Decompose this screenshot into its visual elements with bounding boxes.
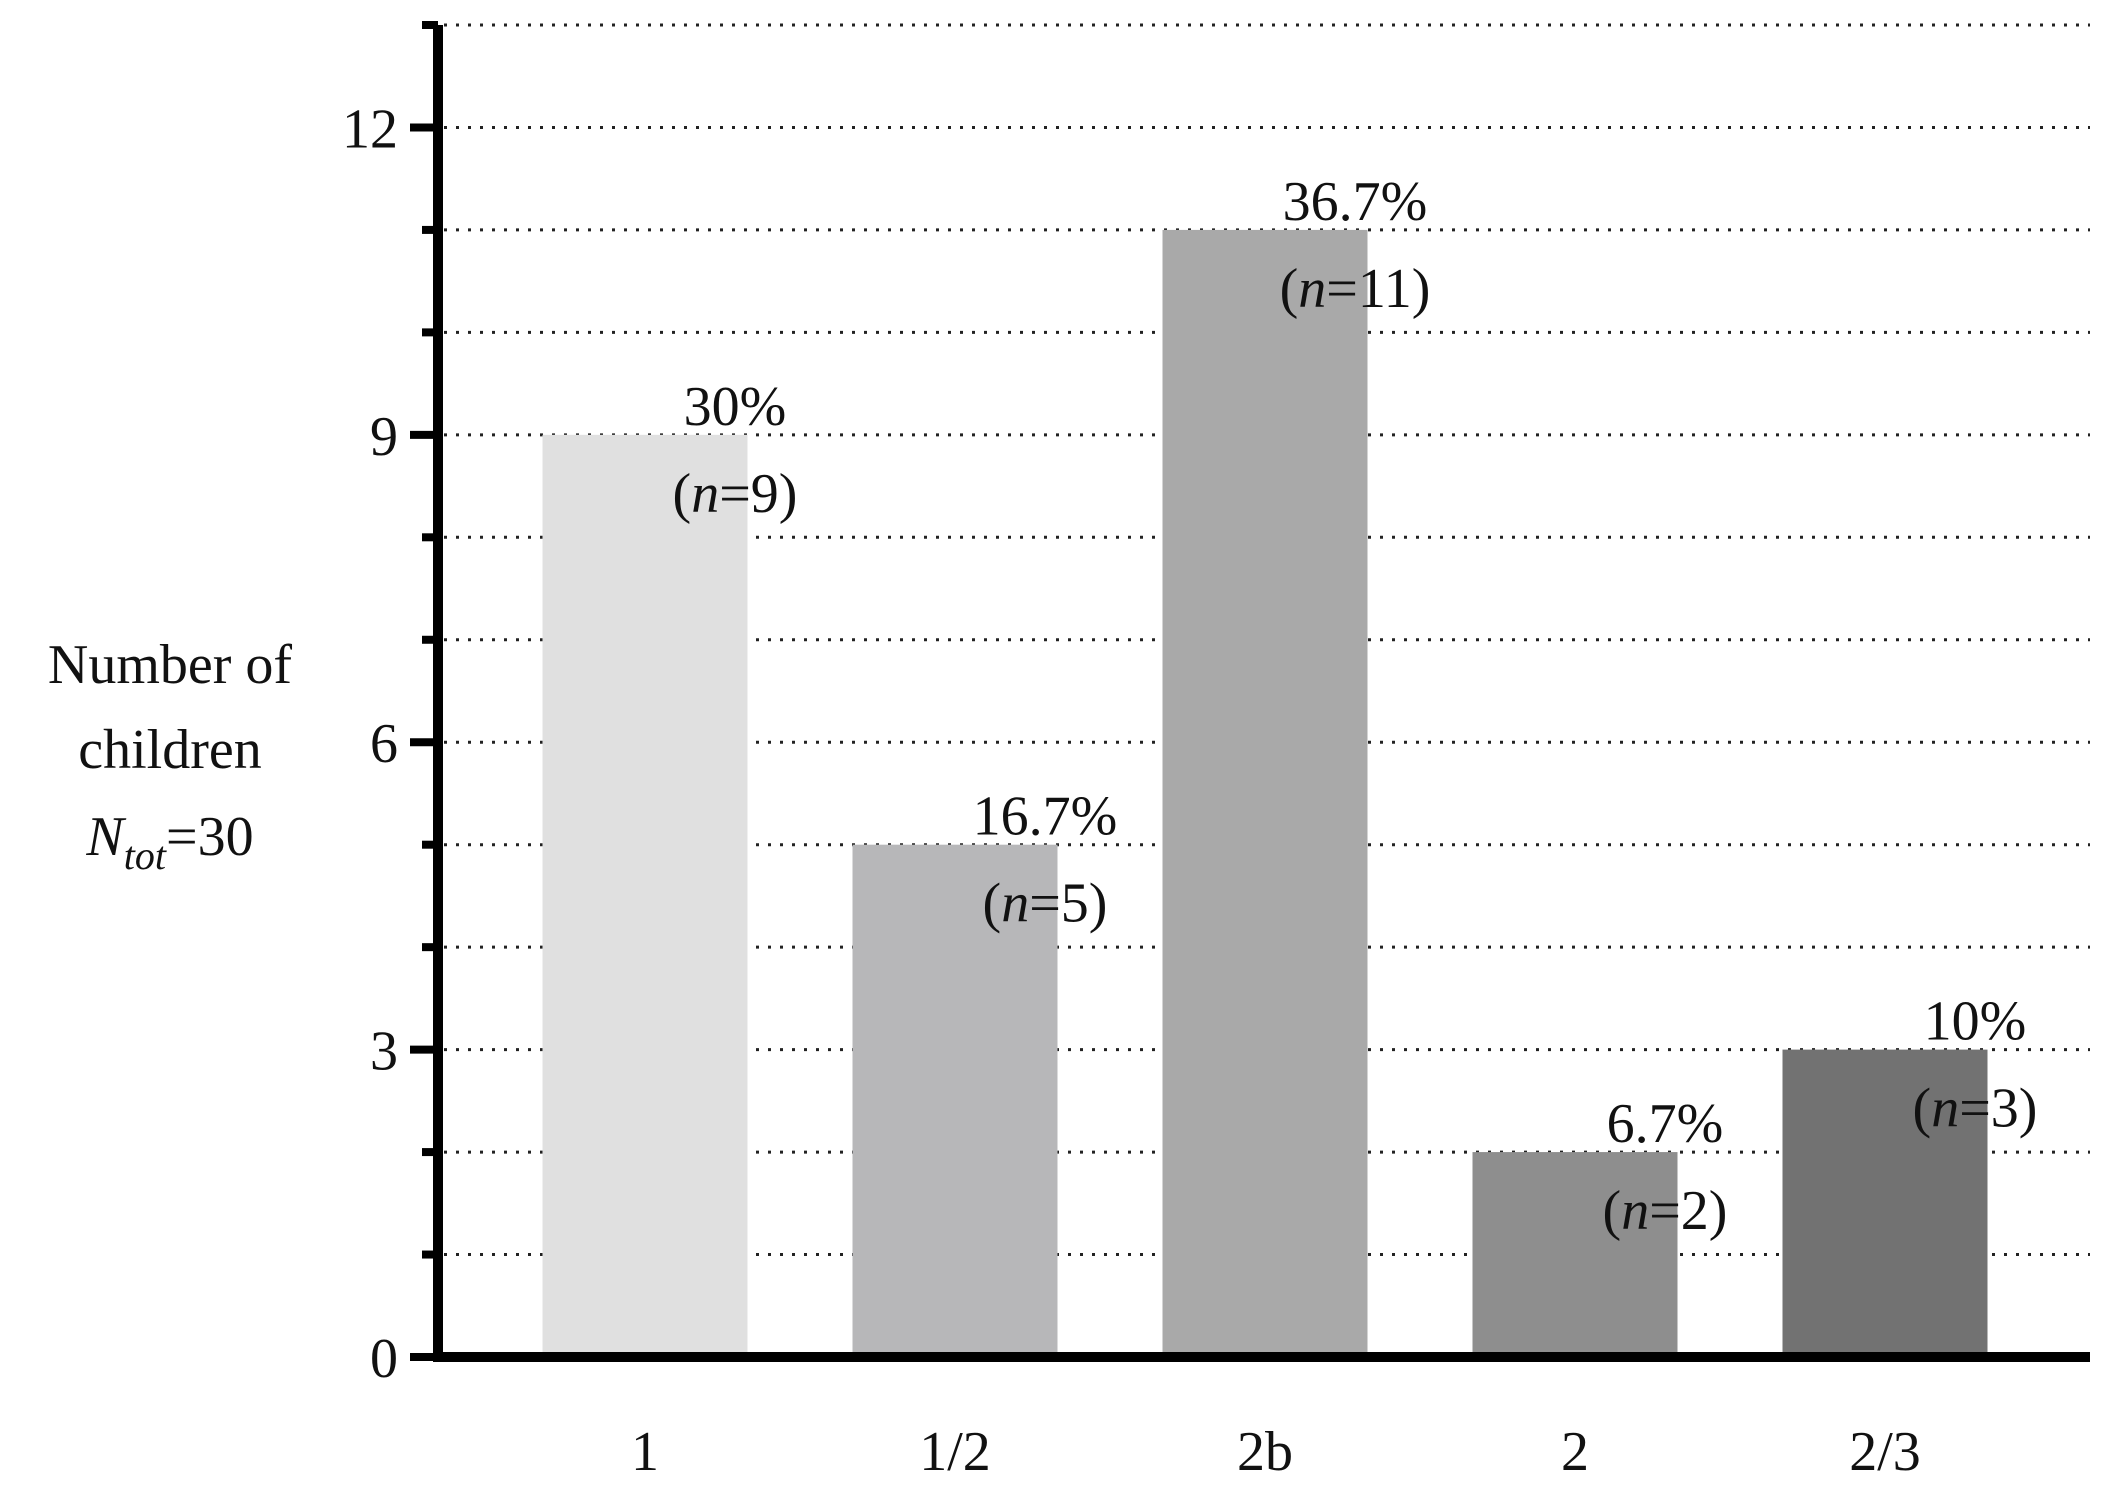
- count-label-5: (n=3): [1913, 1078, 2038, 1140]
- x-tick-label-2-3: 2/3: [1849, 1421, 1921, 1483]
- axes: 0 3 6 9 12 1 1/2 2b 2 2/3: [342, 21, 2090, 1483]
- y-axis-label-ntot: Ntot=30: [85, 806, 253, 878]
- count-label-4: (n=2): [1603, 1180, 1728, 1242]
- y-tick-label-3: 3: [370, 1021, 398, 1083]
- y-axis-label-line1: Number of: [48, 634, 293, 696]
- x-tick-label-2: 2: [1561, 1421, 1589, 1483]
- percent-label-4: 6.7%: [1607, 1093, 1724, 1155]
- count-label-1: (n=9): [673, 463, 798, 525]
- x-tick-label-1: 1: [631, 1421, 659, 1483]
- ntot-suffix: =30: [166, 806, 254, 868]
- y-tick-label-0: 0: [370, 1328, 398, 1390]
- y-axis-label-line2: children: [78, 719, 261, 781]
- y-axis-title: Number of children Ntot=30: [48, 634, 293, 878]
- count-label-2: (n=5): [983, 873, 1108, 935]
- bar-2-3: [1782, 1049, 1988, 1357]
- ntot-symbol: N: [85, 806, 126, 868]
- bar-1: [542, 434, 748, 1357]
- bar-1-2: [852, 844, 1058, 1357]
- y-tick-label-12: 12: [342, 98, 398, 160]
- data-labels: 30% (n=9) 16.7% (n=5) 36.7% (n=11) 6.7% (n=2) 10…: [673, 171, 2038, 1242]
- ntot-subscript: tot: [124, 833, 167, 878]
- y-tick-label-6: 6: [370, 713, 398, 775]
- count-label-3: (n=11): [1280, 258, 1431, 320]
- bar-2b: [1162, 229, 1368, 1357]
- percent-label-3: 36.7%: [1283, 171, 1428, 233]
- x-tick-label-2b: 2b: [1237, 1421, 1293, 1483]
- percent-label-2: 16.7%: [973, 786, 1118, 848]
- bar-2: [1472, 1152, 1678, 1357]
- percent-label-1: 30%: [684, 376, 787, 438]
- percent-label-5: 10%: [1924, 991, 2027, 1053]
- x-tick-label-1-2: 1/2: [919, 1421, 991, 1483]
- y-tick-label-9: 9: [370, 406, 398, 468]
- bars: [542, 229, 1988, 1357]
